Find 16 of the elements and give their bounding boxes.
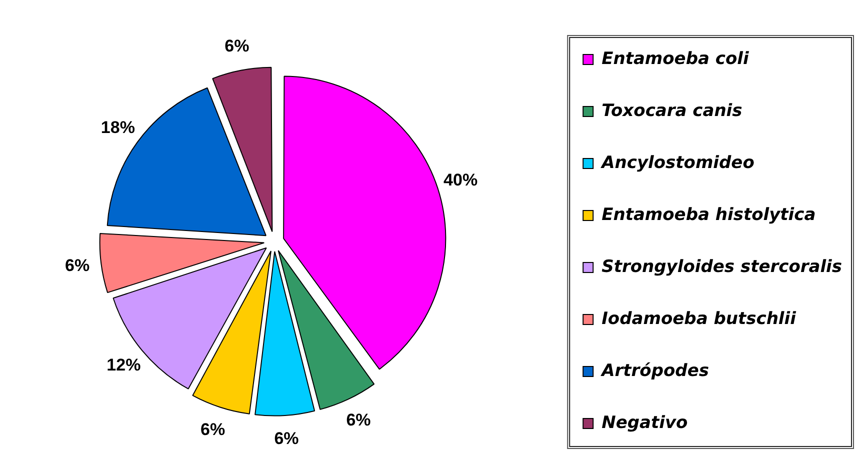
legend-label: Ancylostomideo (600, 152, 755, 173)
legend-label: Iodamoeba butschlii (602, 308, 798, 329)
legend-label: Entamoeba histolytica (602, 204, 816, 225)
legend-label: Strongyloides stercoralis (602, 256, 842, 277)
data-label: 40% (444, 170, 478, 190)
data-label: 6% (274, 429, 299, 448)
legend-label: Artrópodes (600, 360, 710, 381)
data-label: 18% (100, 118, 135, 137)
data-label: 6% (224, 36, 250, 56)
legend-label: Toxocara canis (602, 100, 742, 121)
data-label: 6% (65, 256, 90, 276)
legend-label: Negativo (602, 412, 688, 433)
data-label: 6% (346, 410, 371, 430)
legend-label: Entamoeba coli (602, 48, 750, 69)
data-label: 12% (106, 356, 141, 375)
data-label: 6% (200, 420, 226, 439)
